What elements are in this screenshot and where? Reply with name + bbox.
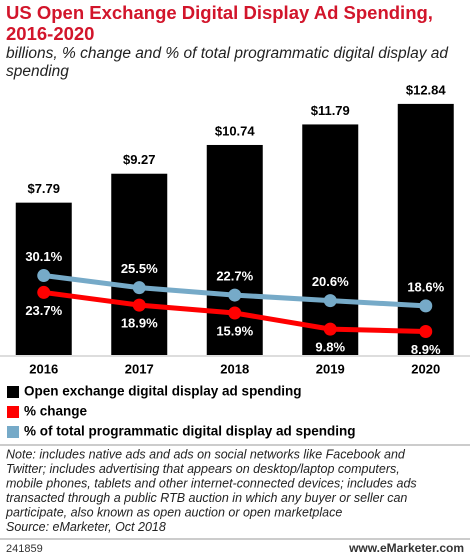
header: US Open Exchange Digital Display Ad Spen… xyxy=(6,2,461,81)
line-value-label: 18.9% xyxy=(121,316,158,331)
legend-label: % change xyxy=(24,404,88,419)
line-value-label: 9.8% xyxy=(315,340,345,355)
x-tick-label: 2019 xyxy=(316,361,345,376)
chart-id: 241859 xyxy=(6,543,43,555)
bar-value-label: $11.79 xyxy=(311,103,350,118)
note: Twitter; includes advertising that appea… xyxy=(6,462,400,476)
bar-value-label: $10.74 xyxy=(215,123,256,138)
line-marker xyxy=(419,325,433,339)
legend-swatch xyxy=(7,406,19,418)
x-tick-label: 2016 xyxy=(29,361,58,376)
x-tick-label: 2020 xyxy=(411,361,440,376)
bar-value-label: $12.84 xyxy=(406,82,447,97)
line-value-label: 25.5% xyxy=(121,261,158,276)
line-marker xyxy=(228,288,242,302)
line-marker xyxy=(132,281,146,295)
chart-subtitle: billions, % change and % of total progra… xyxy=(6,45,448,80)
line-marker xyxy=(323,294,337,308)
line-value-label: 30.1% xyxy=(25,249,62,264)
legend-label: Open exchange digital display ad spendin… xyxy=(24,384,302,399)
legend-swatch xyxy=(7,426,19,438)
note: participate, also known as open auction … xyxy=(5,505,342,519)
website: www.eMarketer.com xyxy=(348,541,464,555)
line-marker xyxy=(37,285,51,299)
line-value-label: 20.6% xyxy=(312,274,349,289)
bar-value-label: $9.27 xyxy=(123,152,156,167)
line-value-label: 18.6% xyxy=(407,279,444,294)
note: Note: includes native ads and ads on soc… xyxy=(6,447,406,461)
line-value-label: 22.7% xyxy=(216,269,253,284)
bar xyxy=(111,173,168,355)
note: mobile phones, tablets and other interne… xyxy=(6,476,417,490)
chart-title: US Open Exchange Digital Display Ad Spen… xyxy=(6,2,433,44)
line-marker xyxy=(132,298,146,312)
x-tick-label: 2017 xyxy=(125,361,154,376)
legend-label: % of total programmatic digital display … xyxy=(24,424,356,439)
bar xyxy=(302,124,359,355)
line-marker xyxy=(419,299,433,313)
line-marker xyxy=(323,322,337,336)
bar-value-label: $7.79 xyxy=(27,181,60,196)
line-value-label: 8.9% xyxy=(411,342,441,357)
legend-swatch xyxy=(7,386,19,398)
line-value-label: 15.9% xyxy=(216,323,253,338)
bar xyxy=(206,144,263,355)
line-marker xyxy=(228,306,242,320)
bar xyxy=(397,103,454,355)
line-marker xyxy=(37,269,51,283)
x-tick-label: 2018 xyxy=(220,361,249,376)
note: transacted through a public RTB auction … xyxy=(6,491,407,505)
source: Source: eMarketer, Oct 2018 xyxy=(6,520,166,534)
line-value-label: 23.7% xyxy=(25,303,62,318)
